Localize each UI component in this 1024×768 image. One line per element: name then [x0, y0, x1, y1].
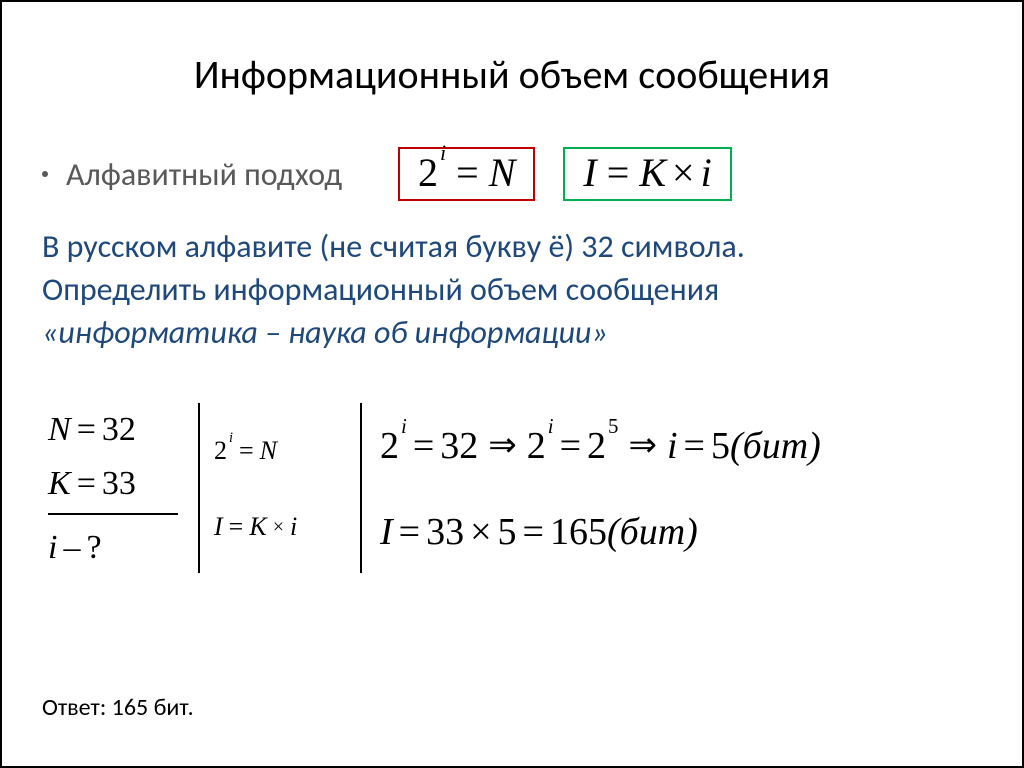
given-K-val: 33	[102, 467, 136, 501]
given-K-eq: =	[71, 467, 102, 501]
given-N-eq: =	[71, 413, 102, 447]
slide-title: Информационный объем сообщения	[2, 50, 1022, 99]
s1c-val: 5	[711, 427, 730, 465]
bullet-icon	[42, 171, 48, 177]
fb2-K: K	[639, 153, 666, 193]
s1b-eq: =	[554, 427, 587, 465]
problem-line-2: Определить информационный объем сообщени…	[42, 268, 982, 311]
s1b-rexp: 5	[608, 416, 618, 437]
fb2-eq: =	[597, 153, 640, 193]
fb2-i: i	[701, 153, 712, 193]
calculation-column: 2i = 32 ⇒ 2i = 25 ⇒ i = 5 (бит) I = 33 ×…	[362, 403, 1022, 575]
s1c-eq: =	[678, 427, 711, 465]
s1a-exp: i	[401, 416, 407, 437]
bullet-row: Алфавитный подход 2i = N I = K × i	[2, 147, 1022, 201]
answer-text: Ответ: 165 бит.	[42, 693, 194, 722]
s1b-base: 2	[527, 427, 546, 465]
given-column: N = 32 K = 33 i – ?	[48, 403, 198, 575]
formula-small-1: 2i = N	[214, 438, 346, 464]
problem-line-1: В русском алфавите (не считая букву ё) 3…	[42, 225, 982, 268]
solution-area: N = 32 K = 33 i – ? 2i = N	[2, 403, 1022, 575]
calc-line-2: I = 33 × 5 = 165 (бит)	[380, 513, 1022, 551]
given-unk-op: –	[57, 531, 86, 565]
s1a-base: 2	[380, 427, 399, 465]
given-divider	[48, 513, 178, 515]
fc2-f2-K: K	[249, 514, 266, 540]
formula-small-2: I = K × i	[214, 514, 346, 540]
fb1-rhs: N	[489, 153, 516, 193]
fb2-times: ×	[666, 153, 701, 193]
given-N-lhs: N	[48, 413, 71, 447]
given-N: N = 32	[48, 413, 198, 447]
given-N-val: 32	[102, 413, 136, 447]
s1b-exp: i	[548, 416, 554, 437]
given-unk-lhs: i	[48, 531, 57, 565]
s1c-unit: (бит)	[730, 427, 821, 465]
problem-text: В русском алфавите (не считая букву ё) 3…	[2, 225, 1022, 355]
s1a-eq: =	[407, 427, 440, 465]
fc2-f2-i: i	[290, 514, 297, 540]
fb1-base: 2	[418, 153, 438, 193]
fc2-f1-base: 2	[214, 438, 227, 464]
fb1-exp: i	[440, 142, 446, 164]
fc2-f1-rhs: N	[260, 438, 277, 464]
s1c-lhs: i	[667, 427, 678, 465]
fc2-f2-I: I	[214, 514, 223, 540]
bullet-text: Алфавитный подход	[66, 155, 342, 194]
s1a-val: 32	[440, 427, 478, 465]
calc-line-1: 2i = 32 ⇒ 2i = 25 ⇒ i = 5 (бит)	[380, 427, 1022, 465]
s2-times: ×	[464, 513, 497, 551]
fb2-I: I	[583, 153, 596, 193]
s1b-rbase: 2	[587, 427, 606, 465]
fc2-f2-times: ×	[267, 517, 290, 537]
given-K-lhs: K	[48, 467, 71, 501]
s2-unit: (бит)	[607, 513, 698, 551]
given-K: K = 33	[48, 467, 198, 501]
fb1-eq: =	[446, 153, 489, 193]
arrow-2: ⇒	[618, 429, 667, 463]
formula-box-red: 2i = N	[398, 147, 535, 201]
slide: Информационный объем сообщения Алфавитны…	[0, 0, 1024, 768]
s2-b: 5	[498, 513, 517, 551]
problem-line-3: «информатика – наука об информации»	[42, 311, 982, 354]
given-unknown: i – ?	[48, 531, 198, 565]
fc2-f1-eq: =	[233, 438, 260, 464]
fc2-f2-eq: =	[223, 514, 250, 540]
s2-res: 165	[550, 513, 607, 551]
given-unk-rhs: ?	[86, 531, 101, 565]
s2-I: I	[380, 513, 393, 551]
formula-box-green: I = K × i	[563, 147, 731, 201]
s2-eq2: =	[517, 513, 550, 551]
formulas-column: 2i = N I = K × i	[200, 403, 360, 575]
s2-eq: =	[393, 513, 426, 551]
s2-a: 33	[426, 513, 464, 551]
arrow-1: ⇒	[478, 429, 527, 463]
fc2-f1-exp: i	[229, 431, 233, 445]
